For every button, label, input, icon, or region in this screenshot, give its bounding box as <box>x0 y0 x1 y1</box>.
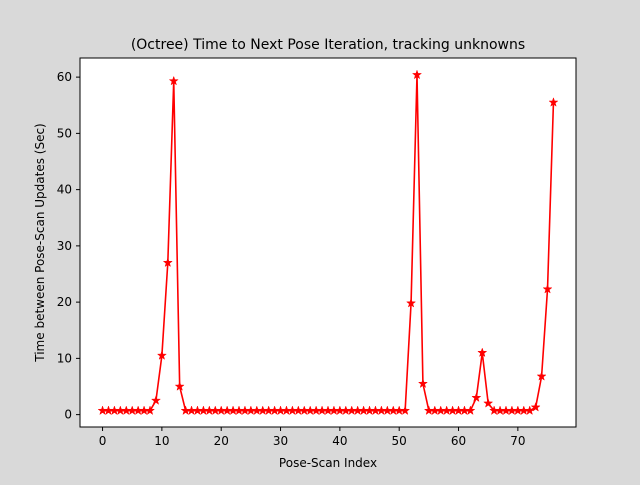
x-tick-label: 50 <box>392 434 407 448</box>
data-point <box>471 392 482 403</box>
data-point <box>536 371 547 381</box>
data-point <box>156 350 167 360</box>
data-point <box>524 405 535 416</box>
data-point <box>405 297 417 308</box>
plot-frame <box>79 57 577 428</box>
data-point <box>542 283 553 294</box>
data-point <box>400 405 411 416</box>
data-point <box>168 75 179 86</box>
x-axis-ticks: 0 10 20 30 40 50 60 70 <box>99 427 525 448</box>
data-point <box>530 401 541 412</box>
data-point <box>162 257 173 268</box>
x-tick-label: 70 <box>510 434 525 448</box>
y-tick-label: 40 <box>57 183 72 197</box>
y-tick-label: 30 <box>57 239 72 253</box>
data-point <box>150 395 162 405</box>
data-point <box>465 405 476 416</box>
data-point <box>548 97 559 107</box>
x-tick-label: 30 <box>273 434 288 448</box>
data-point <box>174 381 185 391</box>
x-tick-label: 0 <box>99 434 107 448</box>
y-axis-ticks: 0 10 20 30 40 50 60 <box>57 70 80 422</box>
x-tick-label: 20 <box>214 434 229 448</box>
data-point <box>417 378 429 389</box>
data-point <box>477 347 488 358</box>
data-point <box>483 398 494 408</box>
y-axis-label: Time between Pose-Scan Updates (Sec) <box>33 123 47 362</box>
plot-background <box>80 58 576 427</box>
chart-title: (Octree) Time to Next Pose Iteration, tr… <box>131 37 525 53</box>
y-tick-label: 10 <box>57 351 72 365</box>
y-tick-label: 20 <box>57 295 72 309</box>
series-layer <box>97 69 559 416</box>
y-tick-label: 50 <box>57 126 72 140</box>
y-tick-label: 0 <box>64 408 72 422</box>
x-tick-label: 60 <box>451 434 466 448</box>
x-tick-label: 40 <box>332 434 347 448</box>
x-tick-label: 10 <box>154 434 169 448</box>
data-point <box>144 405 156 416</box>
y-tick-label: 60 <box>57 70 72 84</box>
x-axis-label: Pose-Scan Index <box>279 456 377 470</box>
data-point <box>411 69 423 80</box>
